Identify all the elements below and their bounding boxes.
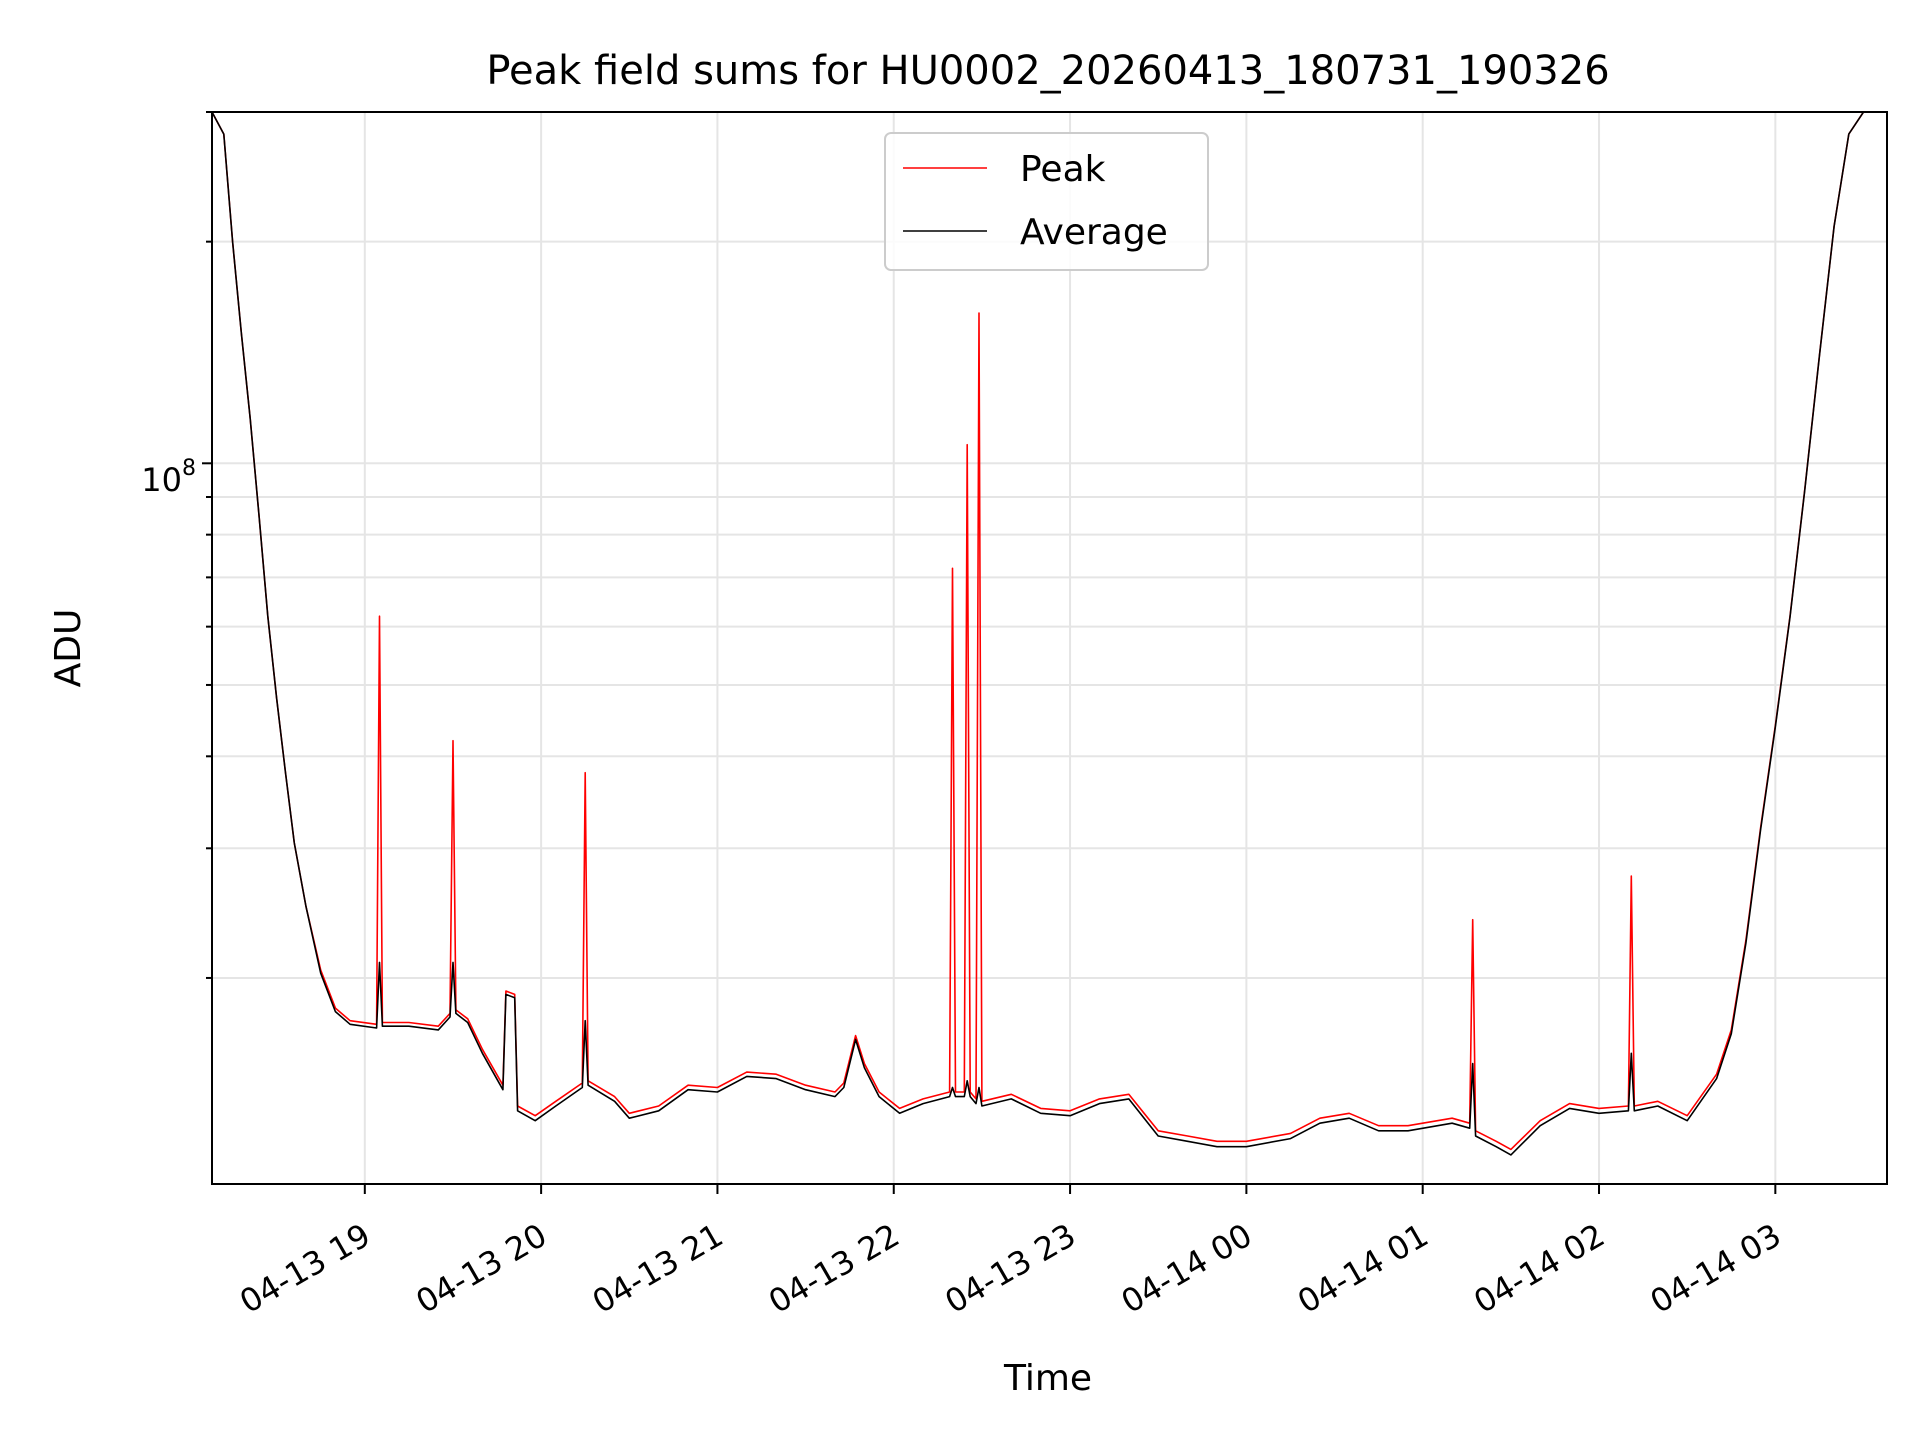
y-tick-exponent: 8: [182, 456, 196, 481]
legend-label-average: Average: [1020, 212, 1168, 253]
series-line-average: [212, 112, 1887, 1156]
plot-frame: [211, 111, 1888, 1185]
series-layer: [212, 112, 1887, 1156]
y-axis-label: ADU: [48, 609, 89, 688]
y-tick-base: 10: [141, 461, 182, 499]
legend: Peak Average: [884, 132, 1209, 271]
legend-label-peak: Peak: [1020, 149, 1106, 190]
chart-title: Peak field sums for HU0002_20260413_1807…: [486, 48, 1609, 94]
y-tick-label-1e8: 108: [141, 456, 196, 499]
x-axis-label: Time: [1003, 1358, 1092, 1399]
